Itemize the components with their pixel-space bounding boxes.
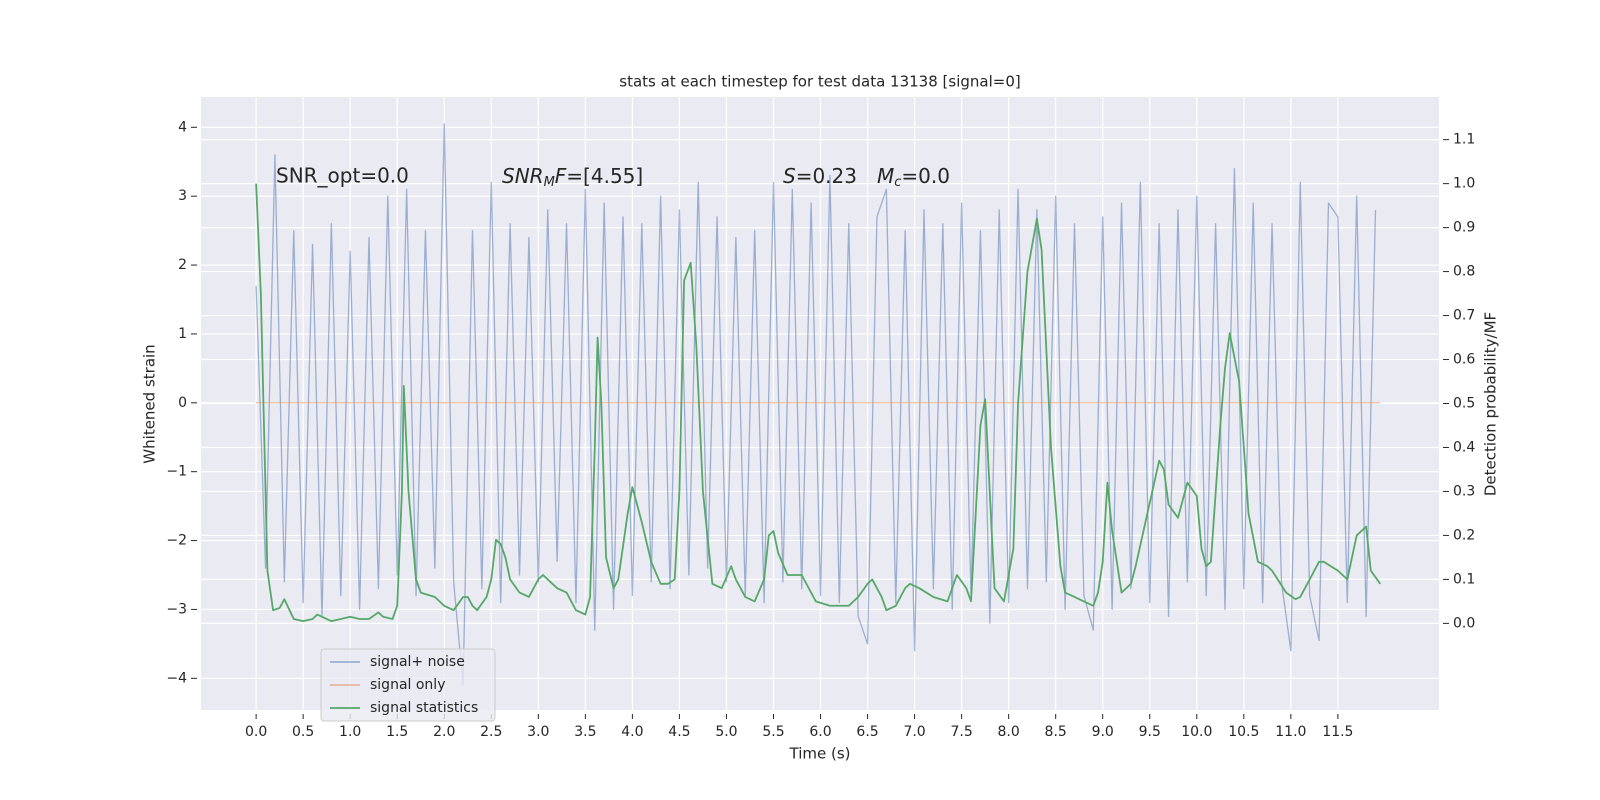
x-tick-label: 0.0 xyxy=(245,724,267,740)
y-tick-label: −4 xyxy=(166,670,187,686)
x-tick-label: 1.5 xyxy=(386,724,408,740)
y2-tick-label: 0.7 xyxy=(1453,308,1475,324)
y-tick-label: −2 xyxy=(166,533,187,549)
y-axis-label: Whitened strain xyxy=(141,344,159,463)
chart-title: stats at each timestep for test data 131… xyxy=(619,73,1020,91)
legend-label: signal+ noise xyxy=(370,654,465,670)
series-line xyxy=(255,123,1377,686)
annotation-part: c xyxy=(894,175,901,190)
x-tick-label: 9.5 xyxy=(1139,724,1161,740)
y2-tick-label: 0.8 xyxy=(1453,264,1475,280)
legend-label: signal statistics xyxy=(370,700,478,716)
y2-axis-label: Detection probability/MF xyxy=(1482,312,1500,496)
x-tick-label: 0.5 xyxy=(292,724,314,740)
y2-tick-label: 0.0 xyxy=(1453,615,1475,631)
x-tick-label: 8.0 xyxy=(998,724,1020,740)
annotation-part: F xyxy=(555,164,567,188)
y-tick-label: 4 xyxy=(178,119,187,135)
x-tick-label: 6.5 xyxy=(856,724,878,740)
annotation: S=0.23 xyxy=(783,164,857,188)
y2-tick-label: 1.0 xyxy=(1453,176,1475,192)
x-tick-label: 11.5 xyxy=(1322,724,1353,740)
annotation: Mc=0.0 xyxy=(877,164,950,190)
series-line xyxy=(255,183,1381,623)
x-tick-label: 3.0 xyxy=(527,724,549,740)
y-tick-label: −1 xyxy=(166,464,187,480)
legend-label: signal only xyxy=(370,677,445,693)
x-tick-label: 2.5 xyxy=(480,724,502,740)
y2-tick-label: 0.6 xyxy=(1453,352,1475,368)
x-tick-label: 4.5 xyxy=(668,724,690,740)
x-tick-label: 7.0 xyxy=(903,724,925,740)
y2-tick-label: 0.4 xyxy=(1453,439,1475,455)
y-tick-label: −3 xyxy=(166,601,187,617)
x-tick-label: 10.0 xyxy=(1181,724,1212,740)
y2-tick-label: 0.5 xyxy=(1453,396,1475,412)
x-tick-label: 9.0 xyxy=(1092,724,1114,740)
y2-tick-label: 1.1 xyxy=(1453,132,1475,148)
y2-tick-label: 0.2 xyxy=(1453,527,1475,543)
x-tick-label: 5.5 xyxy=(762,724,784,740)
x-tick-label: 7.5 xyxy=(950,724,972,740)
y2-tick-label: 0.3 xyxy=(1453,483,1475,499)
annotation-part: =0.23 xyxy=(796,164,857,188)
y2-tick-label: 0.9 xyxy=(1453,220,1475,236)
x-tick-label: 2.0 xyxy=(433,724,455,740)
legend xyxy=(320,648,496,722)
x-tick-label: 10.5 xyxy=(1228,724,1259,740)
annotation-part: =[4.55] xyxy=(566,164,643,188)
y-tick-label: 3 xyxy=(178,188,187,204)
x-tick-label: 5.0 xyxy=(715,724,737,740)
annotation: SNRMF=[4.55] xyxy=(502,164,643,190)
x-tick-label: 6.0 xyxy=(809,724,831,740)
y-tick-label: 1 xyxy=(178,326,187,342)
x-axis-label: Time (s) xyxy=(789,745,851,763)
annotation-part: M xyxy=(544,175,555,190)
x-tick-label: 1.0 xyxy=(339,724,361,740)
y2-tick-label: 0.1 xyxy=(1453,571,1475,587)
x-tick-label: 8.5 xyxy=(1045,724,1067,740)
y-tick-label: 2 xyxy=(178,257,187,273)
x-tick-label: 4.0 xyxy=(621,724,643,740)
y-tick-label: 0 xyxy=(178,395,187,411)
x-tick-label: 11.0 xyxy=(1275,724,1306,740)
annotation-part: S xyxy=(783,164,796,188)
x-tick-label: 3.5 xyxy=(574,724,596,740)
annotation-part: =0.0 xyxy=(901,164,950,188)
annotation: SNR_opt=0.0 xyxy=(276,164,409,188)
annotation-part: M xyxy=(877,164,894,188)
annotation-part: SNR xyxy=(502,164,544,188)
